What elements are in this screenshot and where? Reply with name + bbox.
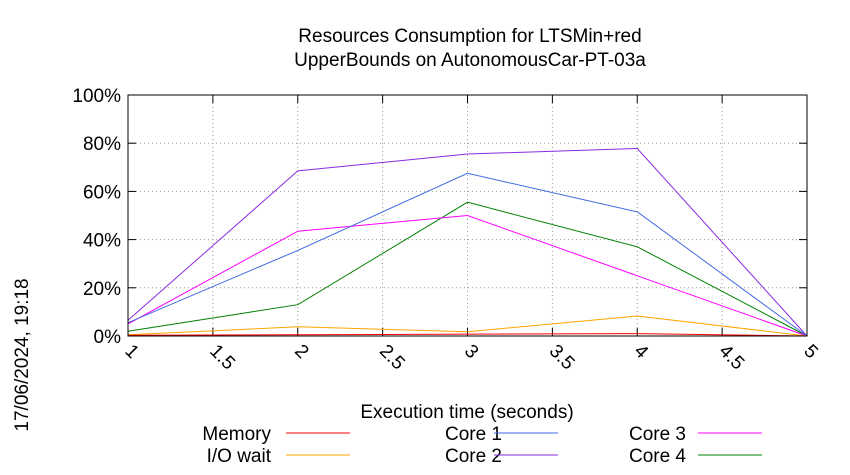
series-line-memory — [127, 333, 808, 337]
y-tick-label: 20% — [83, 279, 121, 300]
x-tick-label: 3.5 — [545, 341, 579, 375]
legend-label-core-3: Core 3 — [629, 424, 686, 445]
series-lines — [127, 147, 808, 337]
series-line-core-2 — [127, 147, 808, 337]
chart-title-line-1: Resources Consumption for LTSMin+red — [298, 26, 641, 47]
legend-label-core-4: Core 4 — [629, 446, 686, 467]
x-tick-label: 1 — [120, 341, 142, 363]
x-tick-label: 4.5 — [715, 341, 749, 375]
y-tick-label: 80% — [83, 134, 121, 155]
legend-label-core-1: Core 1 — [445, 424, 502, 445]
legend-label-memory: Memory — [202, 424, 271, 445]
y-tick-label: 40% — [83, 231, 121, 252]
x-tick-label: 2 — [290, 341, 312, 363]
legend-label-core-2: Core 2 — [445, 446, 502, 467]
x-tick-label: 1.5 — [205, 341, 239, 375]
x-tick-label: 3 — [460, 341, 482, 363]
chart-title-line-2: UpperBounds on AutonomousCar-PT-03a — [294, 50, 646, 71]
x-tick-label: 2.5 — [375, 341, 409, 375]
legend-label-i-o-wait: I/O wait — [207, 446, 272, 467]
x-tick-label: 4 — [630, 341, 653, 364]
y-axis: 0% 20% 40% 60% 80% 100% — [72, 86, 807, 348]
timestamp: 17/06/2024, 19:18 — [12, 278, 33, 431]
plot-frame — [127, 94, 808, 337]
series-line-core-3 — [127, 214, 808, 337]
y-tick-label: 0% — [94, 327, 122, 348]
series-line-i-o-wait — [127, 315, 808, 337]
y-tick-label: 60% — [83, 182, 121, 203]
grid-lines — [128, 95, 807, 336]
series-line-core-4 — [127, 201, 808, 337]
x-tick-label: 5 — [799, 341, 821, 363]
x-axis-label: Execution time (seconds) — [360, 402, 573, 423]
y-tick-label: 100% — [72, 86, 121, 107]
series-line-core-1 — [127, 172, 808, 337]
